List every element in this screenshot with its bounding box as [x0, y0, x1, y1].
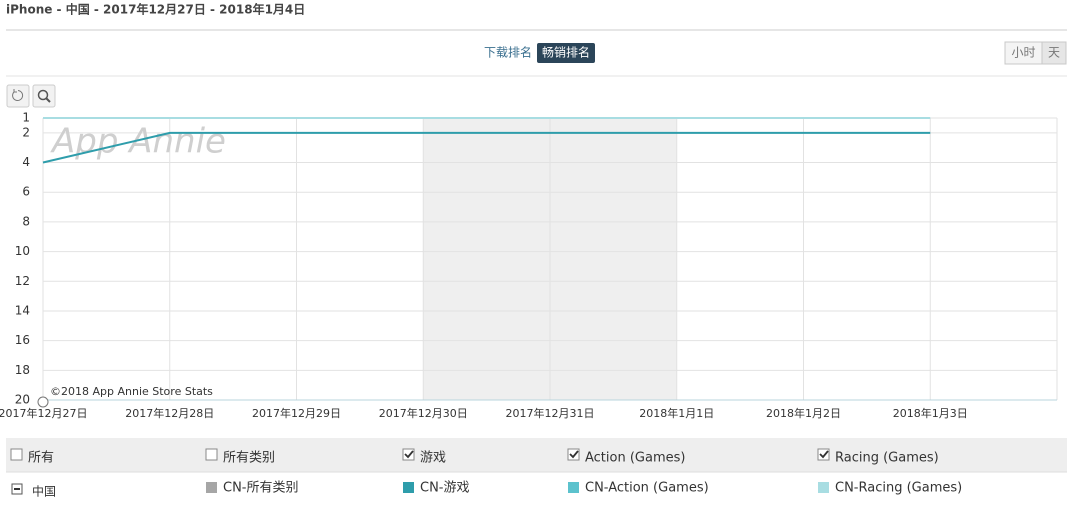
x-tick-label: 2017年12月28日 [125, 406, 214, 420]
x-tick-label: 2018年1月2日 [766, 406, 841, 420]
filter-checkbox[interactable] [817, 448, 830, 461]
y-tick-label: 1 [22, 111, 30, 125]
toggle-active-bg [537, 43, 595, 63]
filter-checkbox[interactable] [205, 448, 218, 461]
legend-swatch[interactable] [206, 482, 217, 493]
filter-label[interactable]: 所有类别 [223, 451, 275, 466]
y-tick-label: 14 [15, 303, 30, 317]
legend-label[interactable]: CN-Racing (Games) [835, 481, 962, 496]
granularity: 小时天 [1004, 41, 1067, 65]
credit: ©2018 App Annie Store Stats [50, 385, 213, 398]
x-tick-label: 2017年12月31日 [506, 406, 595, 420]
granularity-label: 天 [1048, 46, 1060, 60]
filter-label[interactable]: Racing (Games) [835, 451, 939, 466]
y-tick-label: 12 [15, 274, 30, 288]
y-tick-label: 16 [15, 333, 30, 347]
filter-checkbox[interactable] [567, 448, 580, 461]
x-tick-label: 2017年12月29日 [252, 406, 341, 420]
legend-label[interactable]: CN-游戏 [420, 481, 470, 496]
y-tick-label: 4 [22, 155, 30, 169]
filter-label[interactable]: Action (Games) [585, 451, 685, 466]
filter-checkbox[interactable] [10, 448, 23, 461]
y-tick-label: 6 [22, 185, 30, 199]
x-tick-label: 2017年12月27日 [0, 406, 88, 420]
legend-swatch[interactable] [403, 482, 414, 493]
header-title: iPhone - 中国 - 2017年12月27日 - 2018年1月4日 [6, 2, 305, 17]
navigator-handle [37, 396, 49, 408]
y-tick-label: 2 [22, 125, 30, 139]
toggle-option[interactable]: 下载排名 [484, 45, 532, 60]
checkmark [569, 450, 579, 459]
granularity-label: 小时 [1011, 46, 1035, 60]
x-tick-label: 2017年12月30日 [379, 406, 468, 420]
y-tick-label: 8 [22, 214, 30, 228]
series-line [42, 131, 931, 164]
legend-label[interactable]: CN-Action (Games) [585, 481, 709, 496]
region-label: 中国 [32, 484, 56, 499]
y-tick-label: 18 [15, 363, 30, 377]
filter-checkbox[interactable] [402, 448, 415, 461]
reset-icon [12, 89, 24, 101]
y-tick-label: 20 [15, 393, 30, 407]
legend-label[interactable]: CN-所有类别 [223, 481, 299, 496]
filter-label[interactable]: 游戏 [420, 451, 446, 466]
x-tick-label: 2018年1月1日 [639, 406, 714, 420]
legend: 所有 所有类别 游戏 Action (Games) Racing (Games) 中国 CN… [10, 448, 962, 499]
rank-toggle: 下载排名 畅销排名 [484, 43, 595, 63]
zoom-icon [37, 89, 49, 101]
filter-label[interactable]: 所有 [28, 451, 54, 466]
legend-swatch[interactable] [568, 482, 579, 493]
granularity-button[interactable] [1041, 41, 1067, 65]
checkmark [819, 450, 829, 459]
checkmark [404, 450, 414, 459]
zoom-icon [45, 97, 51, 103]
zoom-button[interactable] [32, 84, 56, 108]
filter-row [6, 438, 1067, 472]
toggle-option[interactable]: 畅销排名 [542, 45, 590, 60]
x-tick-label: 2018年1月3日 [893, 406, 968, 420]
reset-button[interactable] [6, 84, 30, 108]
legend-swatch[interactable] [818, 482, 829, 493]
y-tick-label: 10 [15, 244, 30, 258]
